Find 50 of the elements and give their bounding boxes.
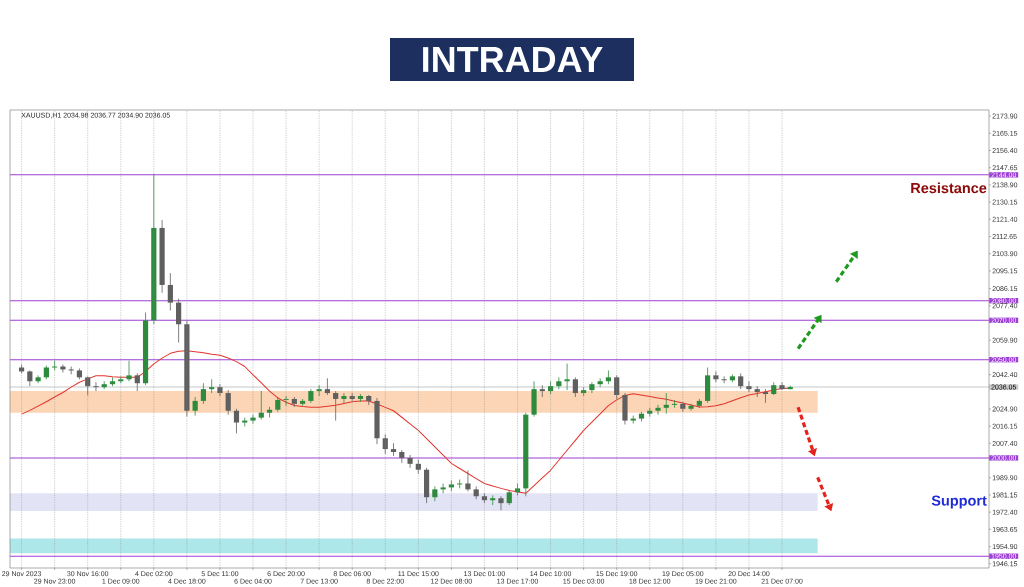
candlestick <box>746 380 752 393</box>
candlestick <box>605 370 612 385</box>
candlestick <box>151 173 157 325</box>
candlestick <box>423 467 430 504</box>
candlestick <box>572 376 578 398</box>
candlestick <box>225 389 231 416</box>
candlestick <box>622 392 628 425</box>
candlestick <box>523 412 529 497</box>
candlestick <box>705 367 711 404</box>
candlestick <box>159 219 165 294</box>
candlestick <box>68 366 74 375</box>
candlestick <box>35 374 41 384</box>
candlestick <box>589 381 595 394</box>
candlestick <box>324 377 330 396</box>
candlestick <box>440 483 446 494</box>
candlestick <box>341 392 347 404</box>
candlestick <box>374 397 380 445</box>
candlestick <box>671 399 678 409</box>
text: Support <box>931 495 987 509</box>
candlestick <box>209 378 215 394</box>
candlestick <box>663 392 669 415</box>
candlestick <box>192 396 198 417</box>
candlestick <box>465 470 471 492</box>
candlestick <box>142 312 149 386</box>
candlestick <box>333 390 339 421</box>
candlestick <box>432 486 438 502</box>
candlestick <box>176 298 182 343</box>
candlestick <box>779 381 785 391</box>
candlestick <box>564 363 570 391</box>
candlestick <box>258 390 264 420</box>
candlestick <box>721 375 727 384</box>
candlestick <box>126 360 132 382</box>
candlestick <box>407 454 413 469</box>
candlestick <box>531 380 537 418</box>
candlestick <box>200 382 207 405</box>
candlestick <box>390 442 397 457</box>
candlestick <box>688 403 694 412</box>
text: Resistance <box>911 182 987 194</box>
candlestick <box>539 384 545 398</box>
chart-title: INTRADAY <box>423 47 603 72</box>
candlestick <box>184 319 190 418</box>
candlestick <box>498 495 504 511</box>
candlestick <box>490 494 496 506</box>
candlestick <box>762 388 769 404</box>
candlestick <box>630 415 636 424</box>
candlestick <box>167 272 173 311</box>
candlestick <box>457 479 463 489</box>
candlestick <box>655 404 661 416</box>
candlestick <box>233 408 240 434</box>
candlestick <box>93 381 99 392</box>
